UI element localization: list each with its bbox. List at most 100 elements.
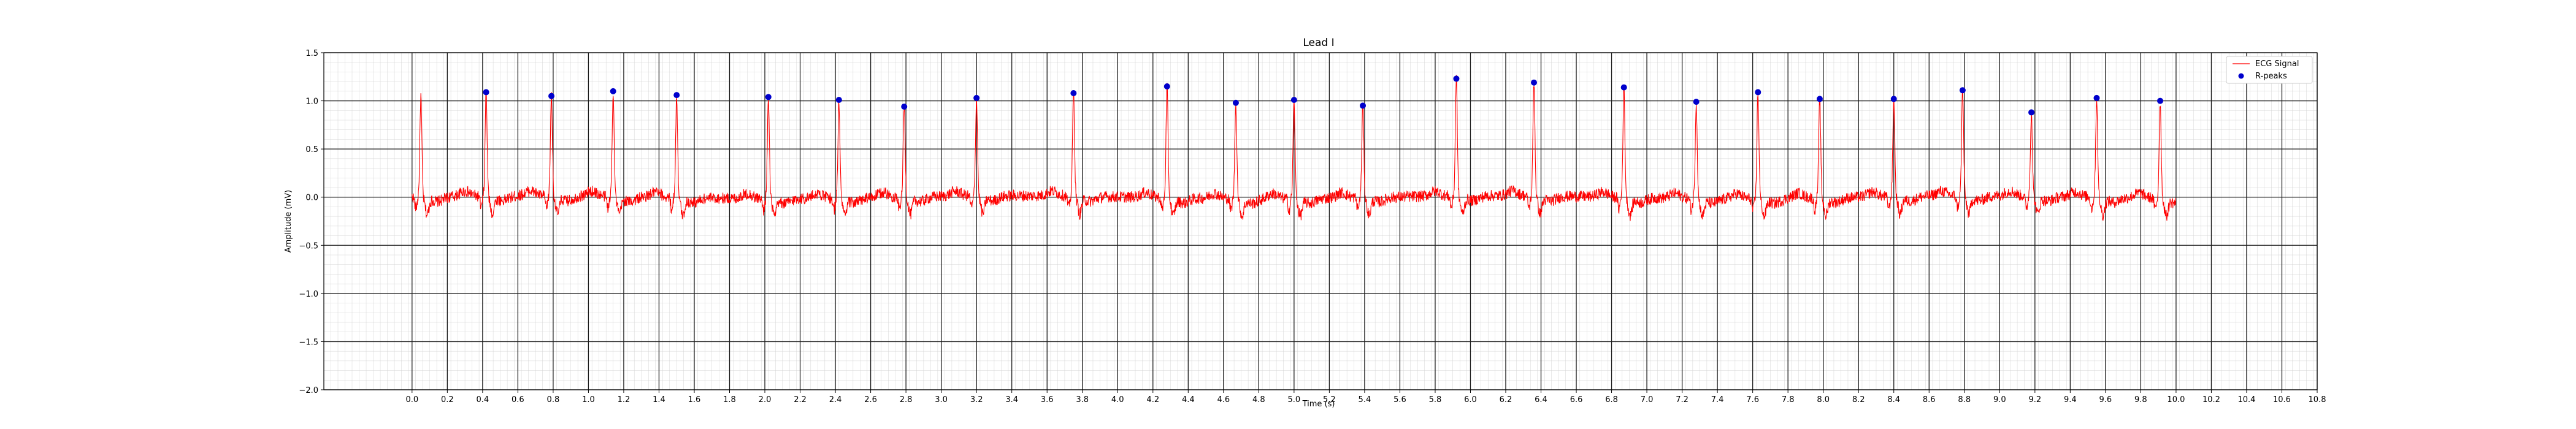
x-tick-label: 0.8 — [547, 395, 560, 404]
x-tick-label: 3.4 — [1005, 395, 1018, 404]
legend: ECG Signal R-peaks — [2226, 56, 2313, 84]
x-tick-label: 0.6 — [512, 395, 524, 404]
x-tick-label: 5.6 — [1393, 395, 1406, 404]
y-tick-label: 0.5 — [305, 145, 318, 154]
legend-rpeak-swatch — [2238, 73, 2244, 79]
legend-signal-label: ECG Signal — [2255, 59, 2299, 69]
r-peak-marker — [548, 93, 555, 99]
r-peak-marker — [1531, 79, 1538, 86]
x-tick-label: 2.4 — [829, 395, 842, 404]
x-tick-label: 8.6 — [1923, 395, 1936, 404]
x-tick-label: 5.0 — [1288, 395, 1301, 404]
x-tick-label: 10.8 — [2309, 395, 2326, 404]
r-peak-marker — [1163, 83, 1170, 89]
x-tick-label: 5.8 — [1429, 395, 1442, 404]
x-tick-label: 3.6 — [1041, 395, 1054, 404]
x-tick-label: 1.0 — [582, 395, 595, 404]
x-tick-label: 8.2 — [1852, 395, 1865, 404]
x-tick-label: 7.0 — [1641, 395, 1654, 404]
x-tick-label: 7.6 — [1746, 395, 1759, 404]
x-tick-label: 4.6 — [1217, 395, 1230, 404]
r-peak-marker — [1620, 84, 1627, 91]
x-tick-label: 2.2 — [794, 395, 807, 404]
y-tick-label: −2.0 — [299, 386, 318, 395]
r-peak-marker — [2028, 109, 2035, 116]
x-tick-label: 3.8 — [1076, 395, 1089, 404]
r-peak-marker — [973, 94, 980, 101]
x-tick-label: 3.2 — [970, 395, 983, 404]
x-tick-label: 6.4 — [1535, 395, 1547, 404]
x-tick-label: 0.4 — [477, 395, 489, 404]
x-tick-label: 10.0 — [2167, 395, 2185, 404]
x-tick-label: 8.8 — [1958, 395, 1971, 404]
x-tick-label: 1.8 — [723, 395, 736, 404]
x-tick-label: 4.2 — [1146, 395, 1159, 404]
r-peaks-layer — [483, 75, 2164, 116]
r-peak-marker — [1070, 90, 1077, 96]
x-tick-label: 9.6 — [2099, 395, 2112, 404]
x-tick-label: 1.4 — [653, 395, 665, 404]
r-peak-marker — [1693, 99, 1700, 105]
x-tick-label: 6.0 — [1464, 395, 1477, 404]
r-peak-marker — [765, 94, 772, 101]
r-peak-marker — [1453, 75, 1460, 82]
r-peak-marker — [610, 88, 616, 94]
x-tick-label: 1.6 — [688, 395, 701, 404]
x-tick-label: 6.6 — [1570, 395, 1583, 404]
y-tick-label: 1.0 — [305, 97, 318, 107]
r-peak-marker — [483, 89, 489, 96]
x-tick-label: 7.8 — [1782, 395, 1795, 404]
x-tick-label: 7.2 — [1676, 395, 1689, 404]
r-peak-marker — [673, 92, 680, 99]
x-tick-label: 1.2 — [618, 395, 631, 404]
y-tick-label: 0.0 — [305, 194, 318, 203]
r-peak-marker — [2093, 94, 2100, 101]
x-tick-label: 4.8 — [1252, 395, 1265, 404]
r-peak-marker — [2157, 97, 2164, 104]
x-tick-label: 9.8 — [2134, 395, 2147, 404]
r-peak-marker — [1360, 102, 1367, 109]
legend-rpeak-label: R-peaks — [2255, 72, 2287, 81]
r-peak-marker — [1959, 87, 1966, 94]
x-tick-label: 8.4 — [1887, 395, 1900, 404]
y-tick-label: 1.5 — [305, 49, 318, 58]
x-tick-label: 4.0 — [1111, 395, 1124, 404]
r-peak-marker — [1290, 97, 1297, 103]
x-axis-ticks: 0.0 0.2 0.4 0.6 0.8 1.0 1.2 1.4 1.6 1.8 2.0 2.2 2.4 2… — [405, 390, 2326, 404]
y-axis-label: Amplitude (mV) — [284, 190, 293, 252]
x-tick-label: 7.4 — [1711, 395, 1724, 404]
x-tick-label: 0.2 — [441, 395, 454, 404]
x-tick-label: 9.2 — [2028, 395, 2041, 404]
x-tick-label: 0.0 — [405, 395, 418, 404]
x-tick-label: 2.6 — [864, 395, 877, 404]
r-peak-marker — [835, 97, 842, 103]
x-tick-label: 5.4 — [1359, 395, 1371, 404]
x-tick-label: 9.4 — [2064, 395, 2077, 404]
x-tick-label: 4.4 — [1182, 395, 1195, 404]
legend-box — [2226, 56, 2313, 84]
r-peak-marker — [1890, 96, 1897, 102]
x-tick-label: 8.0 — [1817, 395, 1830, 404]
x-tick-label: 3.0 — [935, 395, 948, 404]
x-tick-label: 2.8 — [900, 395, 913, 404]
r-peak-marker — [1232, 99, 1239, 106]
x-tick-label: 10.2 — [2202, 395, 2220, 404]
x-axis-label: Time (s) — [1302, 400, 1335, 409]
x-tick-label: 9.0 — [1993, 395, 2006, 404]
r-peak-marker — [1755, 89, 1761, 96]
x-tick-label: 6.8 — [1605, 395, 1618, 404]
plot-frame — [323, 52, 2318, 390]
y-tick-label: −1.5 — [299, 338, 318, 347]
y-tick-label: −0.5 — [299, 241, 318, 251]
r-peak-marker — [1816, 96, 1823, 102]
x-tick-label: 10.4 — [2237, 395, 2255, 404]
x-tick-label: 6.2 — [1500, 395, 1512, 404]
chart-title: Lead I — [1303, 37, 1334, 49]
y-tick-label: −1.0 — [299, 290, 318, 299]
y-axis-ticks: −2.0 −1.5 −1.0 −0.5 0.0 0.5 1.0 1.5 — [299, 49, 324, 395]
x-tick-label: 2.0 — [759, 395, 772, 404]
r-peak-marker — [901, 104, 908, 110]
x-tick-label: 5.2 — [1323, 395, 1336, 404]
